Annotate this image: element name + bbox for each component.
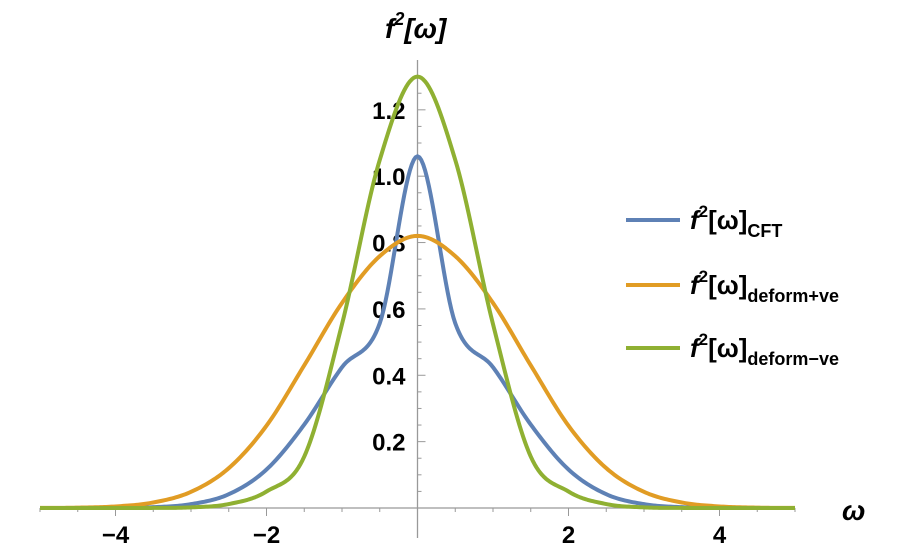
x-tick-label: 2	[562, 522, 575, 549]
x-ticks: −4 −2 2 4	[39, 508, 796, 549]
x-tick-label: 4	[713, 522, 727, 549]
y-tick-label: 0.2	[372, 430, 405, 457]
x-tick-label: −2	[253, 522, 280, 549]
legend-item-2: f2[ω]deform−ve	[626, 330, 839, 369]
series-line-1	[39, 233, 796, 510]
y-ticks: 0.20.40.60.81.01.2	[372, 76, 426, 492]
legend-item-0: f2[ω]CFT	[626, 202, 782, 241]
legend-label: f2[ω]deform+ve	[690, 267, 839, 306]
axes: −4 −2 2 4 0.20.40.60.81.01.2	[39, 60, 796, 549]
legend-label: f2[ω]CFT	[690, 202, 782, 241]
legend-item-1: f2[ω]deform+ve	[626, 267, 839, 306]
y-tick-label: 0.4	[372, 363, 406, 390]
x-axis-label: ω	[842, 495, 865, 526]
y-axis-label: f2[ω]	[385, 9, 448, 44]
x-tick-label: −4	[102, 522, 130, 549]
legend: f2[ω]CFT f2[ω]deform+ve f2[ω]deform−ve	[626, 202, 839, 369]
series-lines	[39, 74, 796, 510]
series-line-2	[39, 74, 796, 510]
y-tick-label: 0.8	[372, 231, 405, 258]
y-tick-label: 0.6	[372, 297, 405, 324]
legend-label: f2[ω]deform−ve	[690, 330, 839, 369]
